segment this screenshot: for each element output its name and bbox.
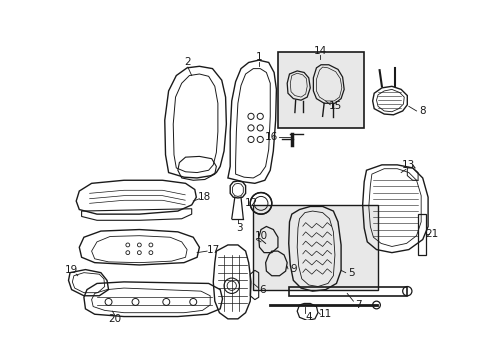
Text: 3: 3 (236, 223, 242, 233)
Text: 12: 12 (244, 198, 258, 208)
Text: 1: 1 (255, 52, 262, 62)
Text: 17: 17 (206, 244, 220, 255)
Text: 9: 9 (289, 264, 296, 274)
Text: 19: 19 (65, 265, 78, 275)
Text: 8: 8 (419, 106, 425, 116)
Text: 16: 16 (264, 132, 278, 142)
Text: 10: 10 (254, 231, 267, 241)
Text: 21: 21 (425, 229, 438, 239)
Text: 7: 7 (355, 300, 362, 310)
Text: 2: 2 (184, 58, 191, 67)
Text: 18: 18 (198, 192, 211, 202)
Text: 14: 14 (313, 46, 326, 56)
Text: 20: 20 (108, 314, 121, 324)
Text: 15: 15 (328, 101, 342, 111)
Bar (253, 205, 377, 289)
Bar (277, 53, 364, 128)
Text: 6: 6 (259, 285, 265, 294)
Text: 11: 11 (318, 309, 332, 319)
Text: 13: 13 (402, 160, 415, 170)
Text: 5: 5 (347, 268, 354, 278)
Text: 4: 4 (305, 311, 311, 321)
